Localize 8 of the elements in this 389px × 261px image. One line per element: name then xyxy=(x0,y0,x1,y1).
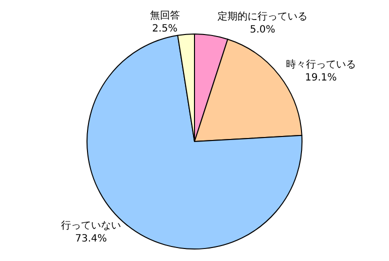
data-label: 5.0% xyxy=(250,24,276,36)
data-label: 2.5% xyxy=(152,23,178,34)
slice-label: 時々行っている xyxy=(286,58,356,71)
slice-label: 定期的に行っている xyxy=(218,10,308,23)
data-label: 73.4% xyxy=(75,233,107,244)
slice-label: 行っていない xyxy=(61,220,122,232)
slice-label: 無回答 xyxy=(150,9,180,22)
data-label: 19.1% xyxy=(305,72,337,84)
